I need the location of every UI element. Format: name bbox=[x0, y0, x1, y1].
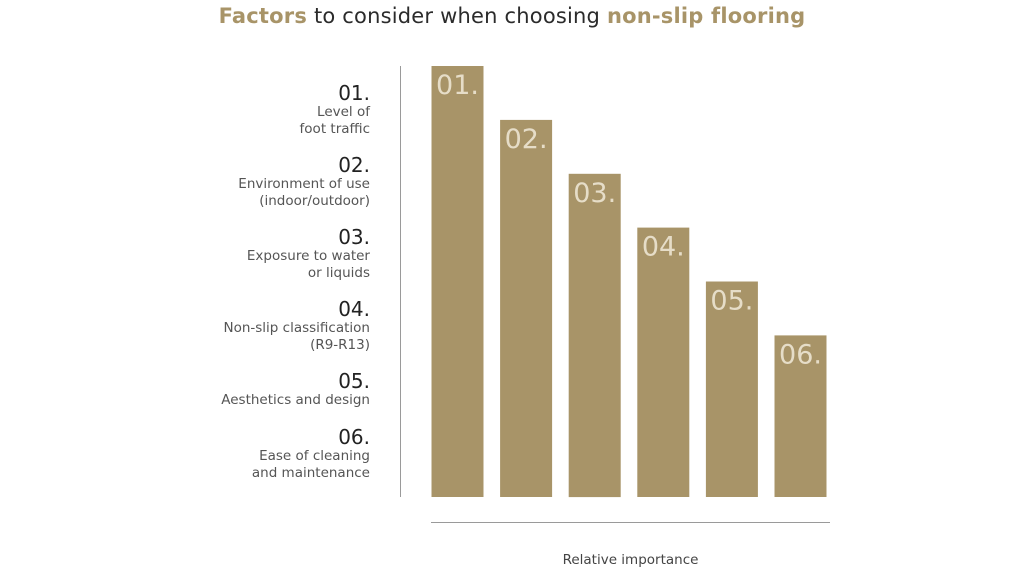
title-accent-flooring: non-slip flooring bbox=[606, 4, 806, 28]
factor-description-line: foot traffic bbox=[299, 121, 370, 137]
factor-number: 06. bbox=[338, 425, 370, 449]
bar-label: 02. bbox=[505, 124, 548, 155]
bar-label: 04. bbox=[642, 232, 685, 263]
x-axis-label: Relative importance bbox=[562, 552, 699, 568]
title-middle: to consider when choosing bbox=[307, 4, 607, 28]
bar bbox=[637, 227, 690, 497]
factor-description-line: or liquids bbox=[307, 265, 370, 281]
factor-item: 05. Aesthetics and design bbox=[130, 370, 370, 409]
factor-item: 03. Exposure to water or liquids bbox=[130, 226, 370, 282]
bar bbox=[568, 173, 621, 498]
factor-number: 01. bbox=[338, 81, 370, 105]
factor-number: 05. bbox=[338, 369, 370, 393]
factor-item: 02. Environment of use (indoor/outdoor) bbox=[130, 154, 370, 210]
factor-description-line: Ease of cleaning bbox=[259, 448, 370, 464]
bar bbox=[500, 119, 553, 498]
factor-item: 01. Level of foot traffic bbox=[130, 82, 370, 138]
factor-description-line: Aesthetics and design bbox=[221, 392, 370, 408]
factor-number: 03. bbox=[338, 225, 370, 249]
bar-label: 03. bbox=[573, 178, 616, 209]
bar bbox=[431, 66, 484, 497]
factor-number: 04. bbox=[338, 297, 370, 321]
factor-item: 04. Non-slip classification (R9-R13) bbox=[130, 298, 370, 354]
bar-label: 01. bbox=[436, 70, 479, 101]
factor-number: 02. bbox=[338, 153, 370, 177]
factor-description-line: (R9-R13) bbox=[310, 337, 370, 353]
factor-description-line: Environment of use bbox=[238, 176, 370, 192]
factor-description-line: Non-slip classification bbox=[223, 320, 370, 336]
title-accent-factors: Factors bbox=[218, 4, 308, 28]
factor-item: 06. Ease of cleaning and maintenance bbox=[130, 426, 370, 482]
factor-description-line: (indoor/outdoor) bbox=[259, 193, 370, 209]
bar-label: 05. bbox=[710, 286, 753, 317]
bar bbox=[774, 335, 827, 497]
bar bbox=[705, 281, 758, 497]
bar-label: 06. bbox=[779, 339, 822, 370]
factor-description-line: Level of bbox=[317, 104, 370, 120]
divider-line bbox=[400, 66, 401, 497]
chart-title: Factors to consider when choosing non-sl… bbox=[0, 4, 1024, 28]
x-axis-line bbox=[431, 522, 830, 523]
factor-description-line: and maintenance bbox=[251, 465, 370, 481]
factor-description-line: Exposure to water bbox=[246, 248, 370, 264]
